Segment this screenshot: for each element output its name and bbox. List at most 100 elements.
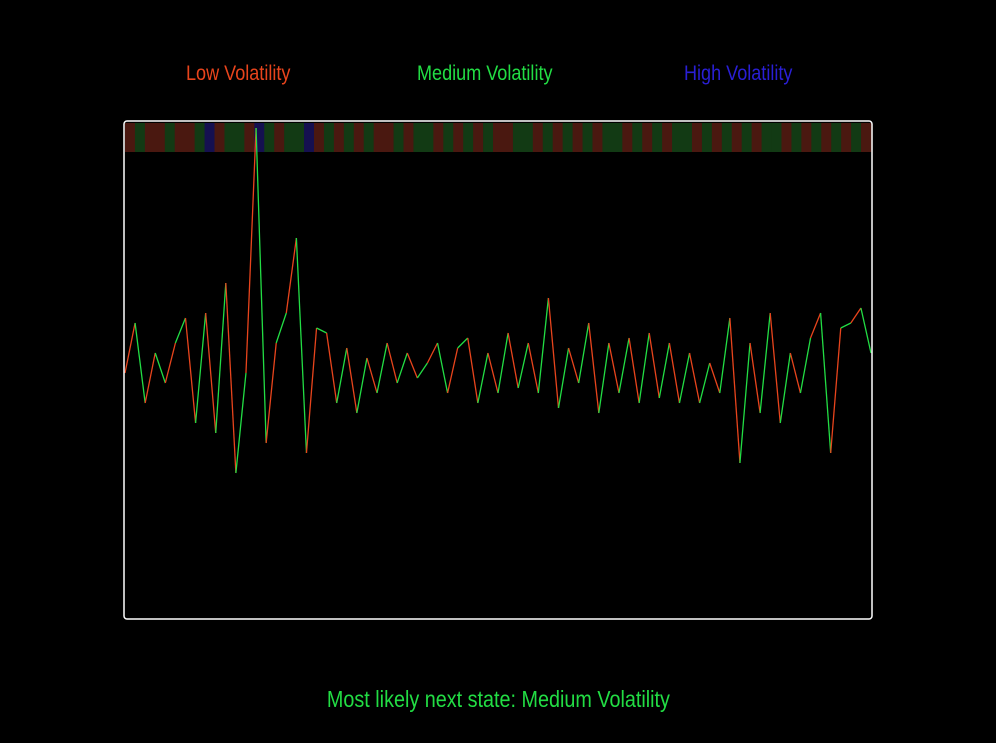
state-band-segment [373, 123, 385, 152]
signal-segment [709, 362, 721, 394]
signal-segment [174, 317, 187, 344]
state-band-segment [164, 123, 176, 152]
state-band-segment [323, 123, 335, 152]
signal-segment [567, 347, 580, 384]
state-band-segment [771, 123, 782, 152]
state-band-segment [264, 123, 275, 152]
signal-segment [225, 282, 237, 474]
signal-segment [215, 282, 227, 434]
state-band-segment [811, 123, 822, 152]
state-band-segment [333, 123, 345, 152]
state-band-segment [761, 123, 772, 152]
signal-segment [285, 237, 298, 314]
signal-segment [759, 312, 771, 414]
state-band-segment [682, 123, 693, 152]
signal-segment [356, 357, 368, 414]
signal-segment [426, 342, 439, 364]
signal-segment [336, 347, 348, 404]
state-band-segment [304, 123, 315, 152]
signal-segment [376, 342, 388, 394]
state-band-segment [244, 123, 255, 152]
state-band-segment [711, 123, 723, 152]
signal-segment [608, 342, 620, 394]
signal-segment [446, 347, 459, 394]
signal-segment [406, 352, 418, 379]
signal-segment [739, 342, 751, 464]
legend-low-volatility: Low Volatility [186, 62, 291, 85]
signal-segment [860, 307, 872, 354]
signal-segment [537, 297, 550, 394]
state-band-segment [851, 123, 862, 152]
next-state-text: Most likely next state: Medium Volatilit… [326, 686, 670, 712]
state-band-segment [463, 123, 474, 152]
state-band-segment [224, 123, 235, 152]
signal-segment [164, 342, 177, 384]
state-band-segment [194, 123, 205, 152]
signal-segment [396, 352, 408, 384]
state-band-segment [512, 123, 524, 152]
signal-segment [194, 312, 207, 424]
state-band-segment [642, 123, 653, 152]
signal-segment [547, 297, 560, 409]
signal-segment [467, 337, 479, 404]
signal-segment [295, 237, 308, 454]
state-band-segment [731, 123, 743, 152]
signal-segment [658, 342, 671, 399]
state-band-segment [294, 123, 305, 152]
state-band-segment [403, 123, 414, 152]
signal-segment [588, 322, 600, 414]
signal-segment [819, 312, 832, 454]
state-band-segment [274, 123, 285, 152]
state-band-segment [672, 123, 683, 152]
signal-segment [840, 322, 852, 329]
signal-segment [386, 342, 398, 384]
signal-segment [678, 352, 691, 404]
signal-segment [325, 332, 338, 404]
state-band-segment [552, 123, 564, 152]
state-band-segment [284, 123, 295, 152]
state-band-segment [413, 123, 424, 152]
state-band-segment [433, 123, 444, 152]
state-band-segment [174, 123, 186, 152]
state-band-segment [423, 123, 434, 152]
state-band-segment [821, 123, 832, 152]
signal-segment [477, 352, 489, 404]
state-band-segment [572, 123, 583, 152]
signal-segment [124, 322, 136, 374]
signal-segment [557, 347, 570, 409]
signal-segment [578, 322, 590, 384]
state-band-segment [562, 123, 573, 152]
state-band-segment [184, 123, 196, 152]
state-band-segment [134, 123, 146, 152]
state-band-segment [502, 123, 514, 152]
state-band-segment [592, 123, 603, 152]
signal-segment [527, 342, 539, 394]
signal-segment [850, 307, 862, 324]
state-band-segment [254, 123, 265, 152]
signal-segment [648, 332, 660, 399]
state-band-segment [144, 123, 156, 152]
signal-segment [668, 342, 681, 404]
signal-segment [497, 332, 509, 394]
signal-segment [830, 327, 842, 454]
signal-segment [154, 352, 166, 384]
signal-segment [507, 332, 519, 389]
signal-segment [316, 327, 327, 334]
signal-segment [255, 127, 267, 444]
state-band-segment [861, 123, 872, 152]
state-band-segment [751, 123, 762, 152]
state-band-segment [443, 123, 454, 152]
state-band-segment [632, 123, 643, 152]
state-band-segment [831, 123, 842, 152]
state-band-segment [652, 123, 663, 152]
plot-frame [123, 120, 873, 620]
state-band-segment [204, 123, 215, 152]
state-band-segment [154, 123, 166, 152]
signal-segment [436, 342, 449, 394]
signal-segment [719, 317, 731, 394]
signal-segment [809, 312, 822, 339]
state-band-segment [532, 123, 544, 152]
signal-segment [618, 337, 630, 394]
state-band-segment [691, 123, 703, 152]
state-band-segment [582, 123, 593, 152]
